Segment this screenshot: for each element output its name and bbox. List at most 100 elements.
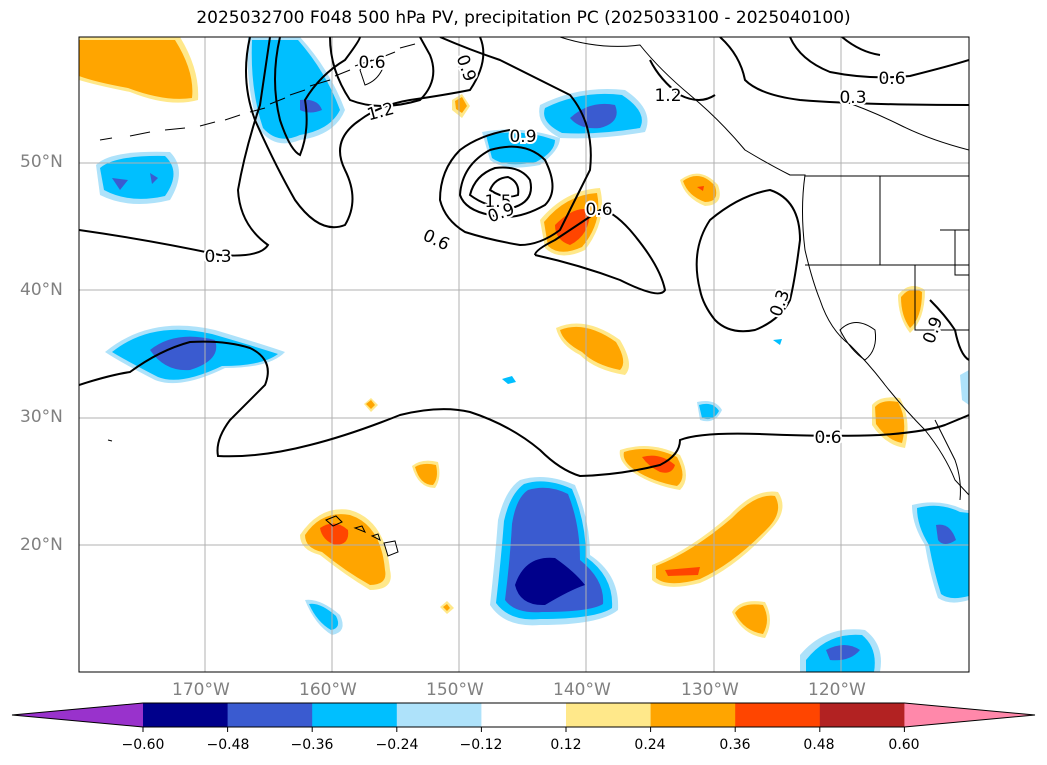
- lon-label: 140°W: [553, 680, 611, 700]
- precip-area: [251, 40, 340, 139]
- precip-area: [570, 103, 617, 129]
- precip-area: [150, 336, 217, 371]
- colorbar-segment: [143, 703, 229, 727]
- precip-area: [555, 209, 590, 245]
- lon-label: 170°W: [172, 680, 230, 700]
- colorbar-tick-label: 0.60: [888, 737, 920, 753]
- precip-area: [150, 173, 158, 184]
- colorbar-tick-label: 0.48: [803, 737, 835, 753]
- precip-area: [320, 523, 349, 545]
- lon-label: 150°W: [426, 680, 484, 700]
- colorbar-tick-label: −0.48: [206, 737, 250, 753]
- colorbar-tick-label: −0.60: [121, 737, 165, 753]
- precip-area: [415, 463, 437, 485]
- precip-area: [366, 400, 375, 409]
- pv-contour-09-north: [789, 37, 969, 79]
- pv-contour-north-small: [841, 37, 881, 56]
- colorbar-segment: [396, 703, 482, 727]
- pv-contour-03-west: [79, 37, 271, 257]
- alaska-peninsula: [359, 59, 386, 86]
- precip-area: [443, 604, 450, 611]
- precip-area: [309, 603, 339, 630]
- lon-label: 130°W: [681, 680, 739, 700]
- colorbar-segment: [819, 703, 905, 727]
- precip-area: [917, 505, 969, 599]
- pv-contour-12-west: [329, 37, 435, 107]
- pv-contour-15: [488, 175, 520, 198]
- contour-label: 1.5: [484, 192, 511, 212]
- state-borders: [805, 175, 969, 331]
- colorbar-segment: [481, 703, 567, 727]
- precip-area: [560, 326, 624, 370]
- lon-label: 160°W: [299, 680, 357, 700]
- contour-label: 0.3: [204, 247, 231, 267]
- island-dot: [107, 439, 113, 442]
- pv-contour-09-mid: [458, 145, 554, 218]
- colorbar-extend-high: [904, 703, 1035, 727]
- precip-area: [515, 557, 585, 606]
- pv-contour-06-mid: [438, 37, 592, 247]
- colorbar-tick-label: 0.12: [550, 737, 582, 753]
- precip-area: [936, 524, 956, 544]
- precip-area: [112, 178, 128, 190]
- precip-area: [502, 376, 516, 384]
- pv-contour-06-east: [929, 299, 969, 361]
- pv-contour-small-ne: [649, 59, 716, 101]
- precip-area: [960, 370, 969, 405]
- lake: [839, 322, 876, 361]
- coastlines: [99, 37, 969, 557]
- precip-area: [735, 604, 767, 634]
- precip-area: [642, 455, 675, 473]
- colorbar-extend-low: [12, 703, 143, 727]
- colorbar-segment: [735, 703, 821, 727]
- pv-contour-03-mid: [534, 208, 667, 295]
- contour-label: 0.3: [839, 88, 866, 108]
- precip-area: [665, 567, 700, 576]
- north-america-coast: [559, 37, 969, 496]
- precip-area: [683, 176, 717, 202]
- pv-contour-09-west: [274, 37, 361, 157]
- contour-label: 0.6: [878, 69, 905, 89]
- map-frame: [78, 36, 970, 673]
- precip-area: [697, 186, 704, 191]
- colorbar-tick-label: −0.36: [290, 737, 334, 753]
- pv-contour-03-south: [79, 340, 969, 478]
- colorbar-tick-label: 0.24: [634, 737, 666, 753]
- precip-area: [875, 401, 905, 443]
- colorbar: [11, 702, 1036, 732]
- precip-shading: [79, 37, 969, 672]
- colorbar-segment: [227, 703, 313, 727]
- precip-area: [79, 40, 193, 99]
- precip-area: [901, 289, 922, 328]
- gridlines: [79, 37, 969, 672]
- contour-label: 0.9: [509, 127, 536, 147]
- lon-label: 120°W: [808, 680, 866, 700]
- colorbar-segment: [650, 703, 736, 727]
- colorbar-segment: [566, 703, 652, 727]
- colorbar-tick-label: −0.24: [375, 737, 419, 753]
- lat-label: 30°N: [20, 407, 63, 427]
- precip-area: [656, 495, 779, 584]
- hawaii: [325, 515, 399, 557]
- contour-label: 0.6: [358, 53, 385, 73]
- lat-label: 50°N: [20, 152, 63, 172]
- lat-label: 20°N: [20, 535, 63, 555]
- precip-area: [773, 339, 782, 345]
- precip-area: [100, 155, 174, 199]
- colorbar-tick-label: −0.12: [459, 737, 503, 753]
- baja-coast: [934, 419, 961, 501]
- pv-contour-06-north: [719, 37, 969, 106]
- contour-label: 0.6: [814, 428, 841, 448]
- colorbar-tick-label: 0.36: [719, 737, 751, 753]
- canada-border: [839, 99, 969, 151]
- pv-contour-06-west: [245, 37, 485, 229]
- contour-label: 1.2: [654, 86, 681, 106]
- contour-label: 0.6: [585, 200, 612, 220]
- pv-contour-09-east: [695, 188, 802, 333]
- pv-contour-12-mid: [468, 166, 532, 209]
- precip-area: [826, 645, 860, 661]
- map-title: 2025032700 F048 500 hPa PV, precipitatio…: [196, 8, 851, 28]
- colorbar-segment: [312, 703, 398, 727]
- precip-area: [455, 97, 467, 113]
